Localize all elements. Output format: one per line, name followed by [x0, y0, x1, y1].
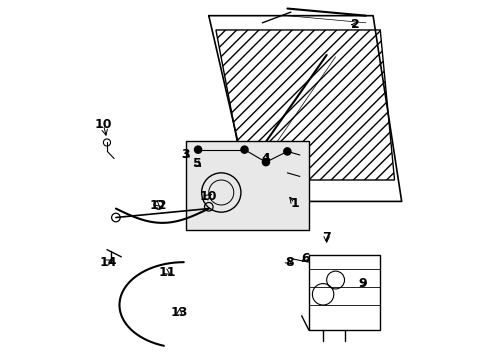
Text: 4: 4: [261, 152, 270, 165]
Circle shape: [262, 158, 269, 166]
Text: 10: 10: [200, 190, 217, 203]
Text: 2: 2: [350, 18, 359, 31]
Text: 8: 8: [284, 256, 293, 269]
Text: 3: 3: [181, 148, 189, 162]
Circle shape: [283, 148, 290, 155]
Text: 10: 10: [95, 118, 112, 131]
Text: 9: 9: [357, 277, 366, 290]
Text: 11: 11: [159, 266, 176, 279]
Circle shape: [241, 146, 247, 153]
Text: 14: 14: [99, 256, 117, 269]
Text: 12: 12: [149, 198, 166, 212]
Text: 7: 7: [322, 231, 330, 244]
Text: 6: 6: [300, 252, 309, 265]
Text: 1: 1: [289, 197, 298, 210]
Text: 5: 5: [193, 157, 202, 170]
Circle shape: [194, 146, 201, 153]
Polygon shape: [185, 141, 308, 230]
Text: 13: 13: [170, 306, 188, 319]
